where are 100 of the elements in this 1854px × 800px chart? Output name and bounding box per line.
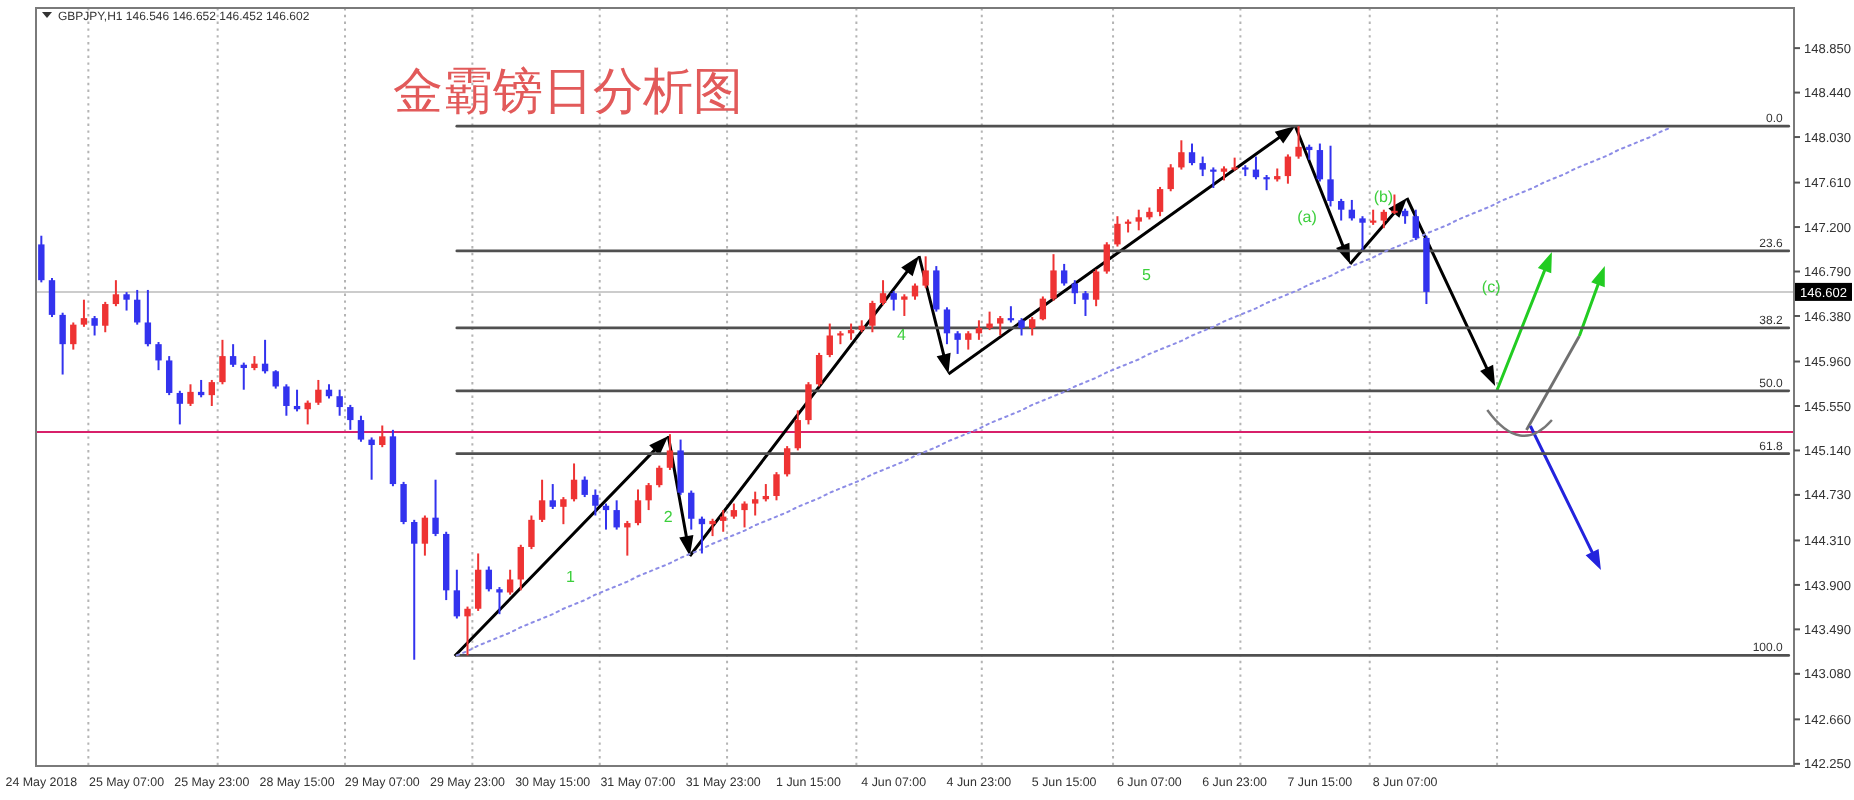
candlestick: [645, 481, 652, 512]
candlestick: [1210, 166, 1217, 190]
candlestick: [336, 388, 343, 417]
candlestick: [965, 330, 972, 351]
candlestick: [272, 369, 279, 390]
candlestick: [432, 478, 439, 538]
candlestick: [208, 378, 215, 407]
candlestick: [1082, 290, 1089, 317]
candlestick: [102, 300, 109, 334]
candlestick: [656, 464, 663, 489]
candlestick: [1029, 316, 1036, 337]
candlestick: [1103, 241, 1110, 275]
candlestick: [176, 389, 184, 426]
candlestick: [794, 409, 801, 452]
candlestick: [1327, 144, 1334, 208]
candlestick: [1295, 125, 1302, 160]
candlestick: [421, 514, 429, 557]
candlestick: [315, 378, 322, 406]
candlestick: [901, 293, 908, 317]
candlestick: [1092, 268, 1100, 308]
annotation: 2: [663, 508, 674, 526]
candlestick: [1071, 279, 1079, 306]
candlestick: [549, 483, 556, 510]
candlestick: [688, 489, 695, 531]
candlestick: [570, 462, 578, 503]
text: 金霸镑日分析图: [393, 62, 743, 120]
candlestick: [48, 277, 56, 319]
candlestick: [592, 488, 599, 517]
candlestick: [805, 381, 812, 426]
candlestick: [1284, 153, 1292, 185]
candlestick: [1337, 197, 1345, 222]
candlestick: [826, 322, 833, 359]
annotation: 1: [565, 568, 576, 586]
candlestick: [506, 568, 514, 596]
candlestick: [368, 436, 375, 481]
candlestick: [1412, 208, 1419, 242]
candlestick: [1178, 139, 1185, 171]
candlestick: [815, 351, 823, 388]
candlestick: [1167, 163, 1174, 193]
candlestick: [379, 424, 386, 449]
candlestick: [666, 433, 674, 471]
candlestick: [219, 338, 226, 386]
candlestick: [155, 341, 162, 372]
candlestick: [1060, 262, 1068, 287]
candlestick: [1114, 215, 1121, 248]
candlestick: [304, 399, 311, 426]
candlestick: [1039, 295, 1047, 322]
candlestick: [751, 490, 759, 517]
candlestick: [389, 428, 397, 488]
candlestick: [80, 298, 88, 328]
candlestick: [70, 321, 77, 351]
candlestick: [347, 403, 354, 431]
candlestick: [1050, 253, 1057, 302]
candlestick: [165, 355, 173, 397]
annotation: 5: [1141, 266, 1152, 284]
candlestick: [783, 445, 791, 478]
candlestick: [538, 478, 546, 524]
candlestick: [144, 288, 152, 348]
candlestick: [624, 519, 631, 557]
candlestick: [464, 605, 471, 657]
candlestick: [879, 279, 887, 307]
annotation: (b): [1373, 188, 1394, 206]
candlestick: [38, 234, 45, 284]
annotation: (a): [1297, 208, 1318, 226]
candlestick: [869, 299, 876, 334]
candlestick: [112, 279, 120, 308]
candlestick: [890, 290, 897, 312]
candlestick: [496, 586, 503, 616]
candlestick: [943, 306, 951, 346]
candlestick: [954, 330, 961, 355]
candlestick: [1391, 193, 1398, 216]
candlestick: [357, 414, 365, 443]
candlestick: [933, 265, 940, 313]
annotation: 4: [897, 326, 907, 344]
line-series: [455, 126, 1673, 657]
candlestick: [1156, 185, 1164, 218]
candlestick: [1135, 208, 1142, 232]
candlestick: [485, 565, 493, 593]
candlestick: [560, 496, 567, 526]
candlestick: [187, 383, 194, 407]
candlestick: [997, 314, 1004, 337]
candlestick: [229, 343, 237, 368]
annotation: (c): [1481, 278, 1502, 296]
candlestick: [1316, 142, 1324, 183]
candlestick: [283, 383, 290, 417]
candlestick: [400, 480, 407, 526]
candlestick: [1188, 142, 1196, 167]
candlestick: [634, 488, 642, 527]
candlestick: [134, 288, 141, 326]
candlestick: [59, 311, 66, 376]
candlestick: [741, 500, 748, 529]
candlestick: [123, 291, 130, 312]
candlestick: [1380, 208, 1387, 230]
candlestick: [922, 255, 929, 289]
candlestick: [677, 438, 684, 496]
candlestick: [773, 471, 780, 502]
candlestick: [453, 568, 461, 620]
candlestick: [474, 552, 482, 612]
candlestick: [986, 310, 993, 332]
candlestick: [1199, 155, 1206, 178]
